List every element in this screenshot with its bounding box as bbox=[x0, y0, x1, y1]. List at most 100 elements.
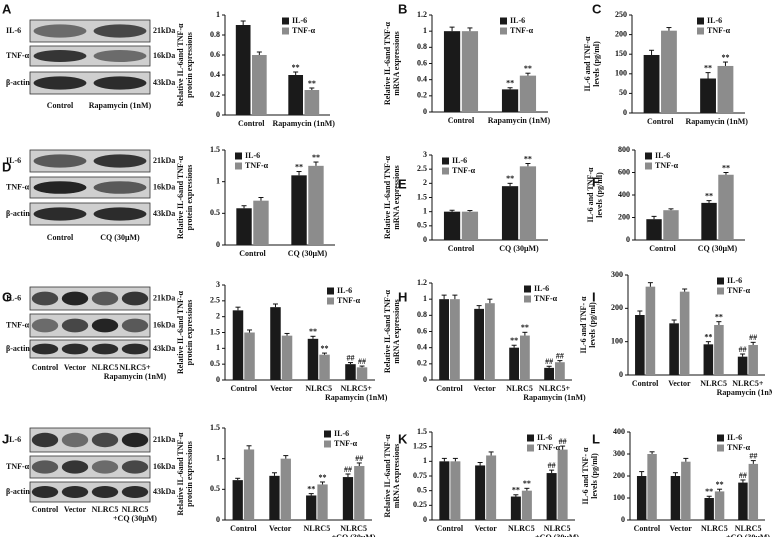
blot-row-label: β-actin bbox=[6, 78, 30, 87]
bar bbox=[474, 308, 485, 380]
blot-band bbox=[33, 154, 87, 168]
bar bbox=[519, 75, 537, 112]
y-tick-label: 0.5 bbox=[210, 484, 220, 493]
bar bbox=[291, 175, 307, 245]
legend-swatch bbox=[282, 17, 289, 25]
significance-label: ** bbox=[510, 336, 518, 345]
bar bbox=[679, 291, 690, 375]
lane-label: NLRC5 bbox=[92, 505, 119, 514]
bar bbox=[661, 30, 677, 113]
bar bbox=[636, 476, 647, 520]
y-axis-label: Relative IL-6and TNF-αmRNA expressions bbox=[383, 21, 401, 105]
blot-row-label: β-actin bbox=[6, 344, 30, 353]
bar bbox=[281, 335, 293, 380]
significance-label: ** bbox=[506, 174, 514, 183]
y-tick-label: 100 bbox=[613, 493, 625, 502]
bar bbox=[647, 454, 657, 520]
x-tick-label: Control bbox=[230, 384, 257, 393]
legend-label: TNF-α bbox=[707, 26, 731, 35]
y-axis-label: IL-6 and TNF-αlevels (pg/ml) bbox=[586, 167, 604, 223]
y-tick-label: 0.2 bbox=[417, 91, 427, 100]
significance-label: ** bbox=[295, 162, 303, 171]
blot-band bbox=[61, 343, 89, 355]
blot-band bbox=[121, 432, 149, 448]
y-tick-label: 1.5 bbox=[210, 423, 220, 432]
y-tick-label: 1 bbox=[423, 456, 427, 465]
y-tick-label: 0 bbox=[423, 375, 427, 384]
panel-letter: H bbox=[398, 289, 407, 304]
y-tick-label: 200 bbox=[618, 212, 630, 221]
x-tick-label: Control bbox=[647, 117, 674, 126]
blot-row-label: IL-6 bbox=[6, 26, 21, 35]
y-tick-label: 0 bbox=[423, 235, 427, 244]
bar bbox=[701, 202, 717, 240]
blot-size-label: 43kDa bbox=[153, 209, 175, 218]
significance-label: ** bbox=[321, 344, 329, 353]
y-tick-label: 1.25 bbox=[413, 441, 427, 450]
significance-label: ## bbox=[545, 357, 553, 366]
blot-band bbox=[91, 318, 119, 333]
significance-label: ** bbox=[292, 63, 300, 72]
y-tick-label: 0.6 bbox=[417, 326, 427, 335]
bar bbox=[738, 482, 748, 520]
legend-label: TNF-α bbox=[727, 443, 751, 452]
significance-label: ** bbox=[319, 473, 327, 482]
bar bbox=[345, 364, 356, 380]
significance-label: ** bbox=[506, 79, 514, 88]
legend-label: IL-6 bbox=[534, 284, 549, 293]
legend-swatch bbox=[327, 297, 334, 305]
x-tick-label: Vector bbox=[473, 384, 496, 393]
bar bbox=[717, 65, 734, 113]
blot-band bbox=[91, 343, 119, 355]
blot-band bbox=[31, 432, 59, 448]
blot-band bbox=[91, 486, 119, 498]
legend-label: IL-6 bbox=[510, 16, 525, 25]
significance-label: ** bbox=[309, 327, 317, 336]
significance-label: ## bbox=[548, 461, 556, 470]
bar bbox=[270, 307, 281, 380]
bar bbox=[670, 476, 681, 520]
legend-label: IL-6 bbox=[245, 151, 260, 160]
y-tick-label: 0.5 bbox=[417, 485, 427, 494]
bar bbox=[450, 461, 461, 520]
bar bbox=[484, 303, 495, 380]
x-tick-label: Rapamycin (1nM) bbox=[488, 116, 551, 125]
bar bbox=[635, 315, 645, 375]
legend-label: IL-6 bbox=[727, 276, 742, 285]
x-tick-label: NLRC5 bbox=[701, 524, 728, 533]
y-tick-label: 0.75 bbox=[413, 471, 427, 480]
bar bbox=[681, 461, 691, 520]
y-tick-label: 0.8 bbox=[417, 310, 427, 319]
y-tick-label: 0 bbox=[216, 110, 220, 119]
significance-label: ** bbox=[524, 64, 532, 73]
legend-swatch bbox=[235, 152, 242, 160]
y-axis-label: Relative IL-6and TNF-αprotein expression… bbox=[176, 23, 194, 107]
bar bbox=[546, 473, 557, 520]
blot-row-label: IL-6 bbox=[6, 435, 21, 444]
y-tick-label: 1 bbox=[216, 10, 220, 19]
blot-row-label: TNF-α bbox=[6, 51, 30, 60]
significance-label: ** bbox=[705, 191, 713, 200]
bar bbox=[521, 490, 532, 520]
y-tick-label: 0.25 bbox=[413, 500, 427, 509]
bar bbox=[235, 25, 251, 115]
legend-label: IL-6 bbox=[452, 156, 467, 165]
x-tick-label: Control bbox=[238, 119, 265, 128]
significance-label: ## bbox=[749, 451, 757, 460]
y-tick-label: 0.5 bbox=[210, 208, 220, 217]
x-tick-label: Rapamycin (1nM) bbox=[686, 117, 749, 126]
y-tick-label: 0 bbox=[216, 240, 220, 249]
y-axis-label: Relative IL-6and TNF-αprotein expression… bbox=[176, 432, 194, 516]
legend-swatch bbox=[324, 440, 331, 448]
bar bbox=[269, 475, 280, 520]
panel-letter: I bbox=[592, 289, 596, 304]
blot-band bbox=[61, 432, 89, 448]
legend-label: IL-6 bbox=[337, 286, 352, 295]
x-tick-label: Rapamycin (1nM) bbox=[273, 119, 336, 128]
blot-band bbox=[121, 460, 149, 474]
blot-size-label: 21kDa bbox=[153, 293, 175, 302]
x-tick-label: Control bbox=[437, 524, 464, 533]
bar bbox=[554, 362, 565, 380]
x-tick-label: Control bbox=[448, 116, 475, 125]
